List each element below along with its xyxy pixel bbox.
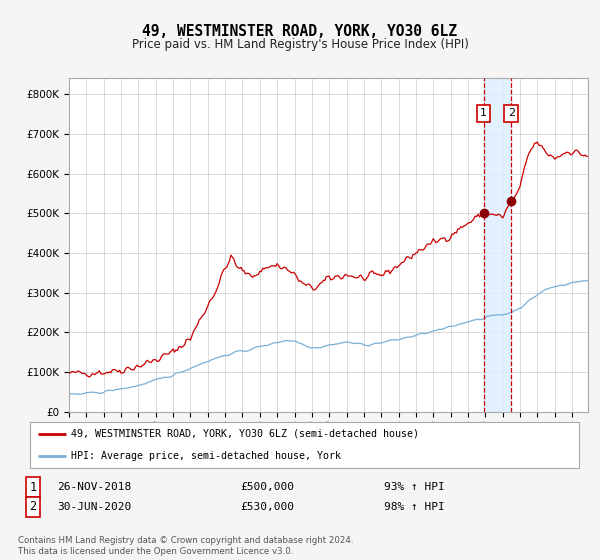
Text: Contains HM Land Registry data © Crown copyright and database right 2024.
This d: Contains HM Land Registry data © Crown c… [18,536,353,556]
Bar [484,78,511,412]
Text: 2: 2 [508,109,515,118]
Text: 93% ↑ HPI: 93% ↑ HPI [384,482,445,492]
Text: 1: 1 [480,109,487,118]
Text: 49, WESTMINSTER ROAD, YORK, YO30 6LZ: 49, WESTMINSTER ROAD, YORK, YO30 6LZ [143,24,458,39]
Text: £500,000: £500,000 [240,482,294,492]
Text: 30-JUN-2020: 30-JUN-2020 [57,502,131,512]
Text: 49, WESTMINSTER ROAD, YORK, YO30 6LZ (semi-detached house): 49, WESTMINSTER ROAD, YORK, YO30 6LZ (se… [71,428,419,438]
Text: Price paid vs. HM Land Registry's House Price Index (HPI): Price paid vs. HM Land Registry's House … [131,38,469,50]
Text: 2: 2 [29,500,37,514]
Text: 98% ↑ HPI: 98% ↑ HPI [384,502,445,512]
Text: 1: 1 [29,480,37,494]
Text: 26-NOV-2018: 26-NOV-2018 [57,482,131,492]
Text: £530,000: £530,000 [240,502,294,512]
Text: HPI: Average price, semi-detached house, York: HPI: Average price, semi-detached house,… [71,451,341,461]
